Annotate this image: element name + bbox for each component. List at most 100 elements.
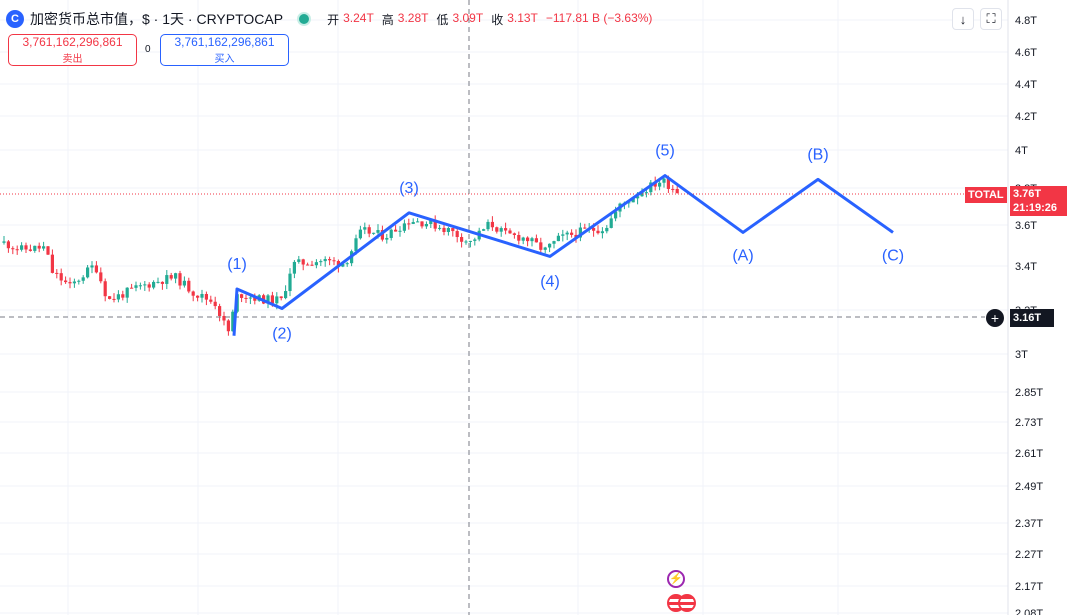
candle-body <box>275 296 279 304</box>
candle-body <box>178 273 182 286</box>
candle-body <box>438 227 442 229</box>
candle-body <box>152 281 156 288</box>
candle-body <box>226 320 230 332</box>
candle-body <box>605 227 609 232</box>
candle-body <box>310 264 314 266</box>
candle-body <box>222 315 226 321</box>
candlestick-series <box>2 174 679 336</box>
candle-body <box>200 293 204 298</box>
candle-body <box>68 282 72 284</box>
symbol-title[interactable]: 加密货币总市值，$ · 1天 · CRYPTOCAP <box>30 11 284 27</box>
candle-body <box>125 287 129 298</box>
candle-body <box>512 233 516 235</box>
candle-body <box>504 228 508 231</box>
candle-body <box>112 298 116 300</box>
candle-body <box>468 240 472 242</box>
candle-body <box>455 231 459 238</box>
arrow-down-icon: ↓ <box>959 11 967 27</box>
candle-body <box>297 259 301 262</box>
candle-body <box>253 297 257 301</box>
chart-grid <box>0 0 1008 615</box>
candle-body <box>160 281 164 284</box>
candle-body <box>86 267 90 278</box>
add-alert-plus-icon[interactable]: + <box>986 309 1004 327</box>
candle-body <box>345 263 349 265</box>
wave-label: (C) <box>882 247 904 264</box>
wave-label: (B) <box>807 146 828 163</box>
candle-body <box>666 178 670 189</box>
candle-body <box>165 275 169 284</box>
candle-body <box>103 281 107 297</box>
candle-body <box>420 221 424 227</box>
candle-body <box>517 234 521 241</box>
high-label: 高 <box>381 12 394 27</box>
candle-body <box>548 243 552 248</box>
lightning-event-icon[interactable]: ⚡ <box>667 570 685 588</box>
change-value: −117.81 B (−3.63%) <box>545 10 653 25</box>
candle-body <box>451 228 455 232</box>
candle-body <box>671 188 675 190</box>
candle-body <box>64 280 68 283</box>
candle-body <box>279 296 283 299</box>
candle-body <box>446 228 450 232</box>
fullscreen-icon: ⛶ <box>986 11 996 26</box>
candle-body <box>204 293 208 300</box>
candle-body <box>231 311 235 332</box>
download-arrow-button[interactable]: ↓ <box>952 8 974 30</box>
us-flag-event-icon-2[interactable] <box>678 594 696 612</box>
candle-body <box>486 221 490 230</box>
candle-body <box>600 231 604 234</box>
candle-body <box>319 261 323 263</box>
close-value: 3.13T <box>507 10 538 25</box>
candle-body <box>116 294 120 300</box>
candle-body <box>15 249 19 251</box>
candle-body <box>248 297 252 299</box>
candle-body <box>11 248 15 250</box>
candle-body <box>244 297 248 299</box>
candle-body <box>464 241 468 243</box>
candle-body <box>609 218 613 228</box>
candle-body <box>6 241 10 249</box>
chart-header: C 加密货币总市值，$ · 1天 · CRYPTOCAP 开 3.24T 高 3.2… <box>6 8 656 30</box>
candle-body <box>495 227 499 232</box>
candle-body <box>561 234 565 236</box>
price-tick-label: 4.6T <box>1015 47 1037 59</box>
buy-button[interactable]: 3,761,162,296,861 买入 <box>160 34 289 66</box>
candle-body <box>416 221 420 223</box>
price-tick-label: 2.17T <box>1015 581 1043 593</box>
candle-body <box>596 230 600 234</box>
crypto-logo-icon: C <box>6 10 24 28</box>
price-tick-label: 4T <box>1015 145 1028 157</box>
candle-body <box>156 281 160 283</box>
sell-button[interactable]: 3,761,162,296,861 卖出 <box>8 34 137 66</box>
price-tick-label: 2.37T <box>1015 518 1043 530</box>
wave-label: (4) <box>540 273 560 290</box>
candle-body <box>288 273 292 292</box>
candle-body <box>574 234 578 238</box>
candle-body <box>460 237 464 242</box>
candle-body <box>534 238 538 243</box>
price-tick-label: 2.73T <box>1015 417 1043 429</box>
candle-body <box>37 245 41 249</box>
current-price-tag: 3.76T 21:19:26 <box>1010 186 1067 216</box>
wave-label: (3) <box>399 180 419 197</box>
fullscreen-button[interactable]: ⛶ <box>980 8 1002 30</box>
elliott-wave-line[interactable] <box>232 174 894 336</box>
candle-body <box>367 227 371 234</box>
candle-body <box>147 284 151 288</box>
candle-body <box>134 285 138 288</box>
candle-body <box>314 262 318 266</box>
candle-body <box>358 229 362 239</box>
buy-label: 买入 <box>214 54 235 65</box>
ohlc-values: 开 3.24T 高 3.28T 低 3.09T 收 3.13T −117.81 B (−… <box>327 11 656 28</box>
candle-body <box>570 232 574 235</box>
candle-body <box>675 188 679 194</box>
candle-body <box>394 229 398 232</box>
candle-body <box>94 265 98 273</box>
candle-body <box>182 280 186 286</box>
price-tick-label: 4.8T <box>1015 15 1037 27</box>
crosshair-price-tag: 3.16T <box>1010 309 1054 327</box>
candle-body <box>138 285 142 287</box>
candle-body <box>543 247 547 250</box>
